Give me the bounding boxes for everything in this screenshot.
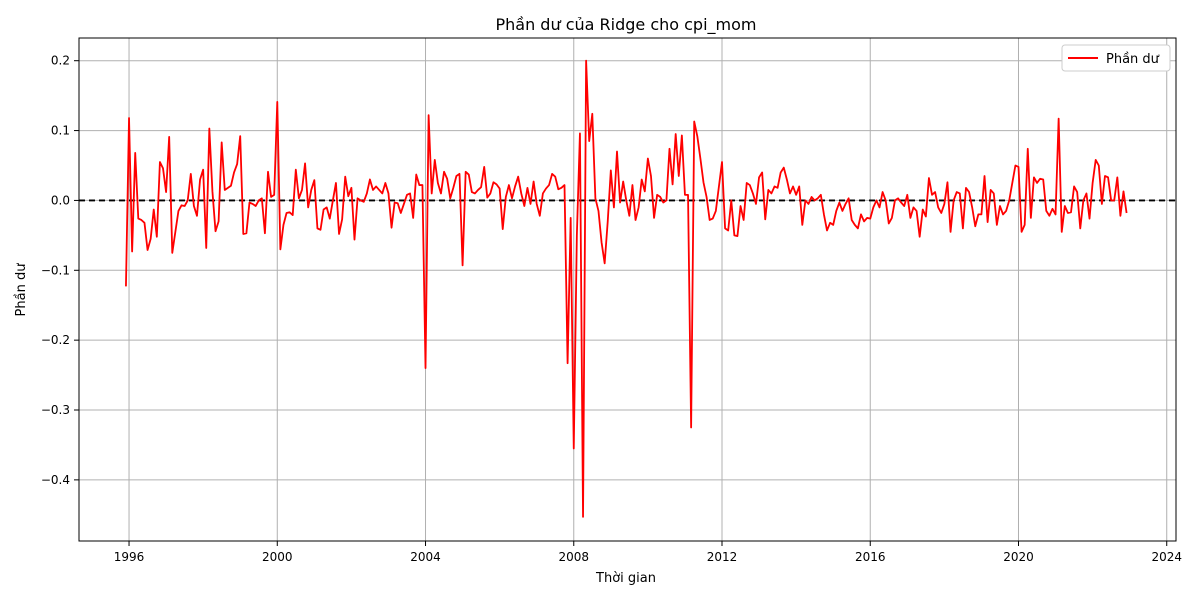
y-tick-label: 0.0 — [51, 193, 70, 207]
chart-title: Phần dư của Ridge cho cpi_mom — [495, 15, 756, 35]
y-axis-ticks: −0.4 −0.3 −0.2 −0.1 0.0 0.1 0.2 — [41, 54, 79, 487]
y-tick-label: −0.3 — [41, 403, 70, 417]
y-tick-label: 0.1 — [51, 124, 70, 138]
x-axis-label: Thời gian — [595, 571, 656, 586]
series-layer — [125, 59, 1128, 518]
x-tick-label: 2012 — [707, 550, 738, 564]
plot-area-frame — [78, 37, 1177, 542]
x-tick-label: 2000 — [262, 550, 293, 564]
y-axis-label: Phần dư — [14, 263, 29, 317]
legend-box — [1061, 44, 1171, 72]
residual-series-line — [125, 59, 1128, 518]
x-tick-label: 2016 — [855, 550, 886, 564]
legend: Phần dư — [1061, 44, 1171, 72]
x-tick-label: 1996 — [114, 550, 145, 564]
grid-lines — [79, 38, 1176, 541]
y-tick-label: 0.2 — [51, 54, 70, 68]
x-tick-label: 2020 — [1003, 550, 1034, 564]
x-axis-ticks: 1996 2000 2004 2008 2012 2016 2020 2024 — [114, 541, 1182, 564]
x-tick-label: 2008 — [558, 550, 589, 564]
x-tick-label: 2024 — [1151, 550, 1182, 564]
y-tick-label: −0.2 — [41, 333, 70, 347]
y-tick-label: −0.1 — [41, 263, 70, 277]
x-tick-label: 2004 — [410, 550, 441, 564]
y-tick-label: −0.4 — [41, 473, 70, 487]
legend-entry-label: Phần dư — [1106, 52, 1160, 67]
